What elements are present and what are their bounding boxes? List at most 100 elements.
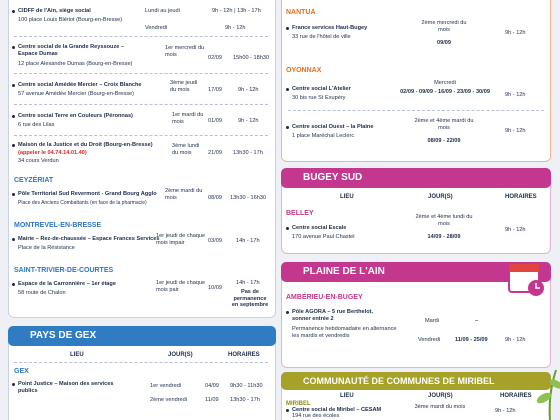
section-header: PAYS DE GEX [8, 326, 276, 346]
address: 58 route de Chalon [18, 290, 66, 296]
section-header: BUGEY SUD [281, 168, 551, 188]
day: 2ème mercredi du mois [421, 20, 467, 33]
hours: 9h - 12h [495, 408, 516, 414]
date: 02/09 - 09/09 - 16/09 - 23/09 - 30/09 [400, 89, 490, 95]
hours: 9h - 12h [238, 118, 259, 124]
date: 11/09 [205, 397, 219, 403]
hours: 9h - 12h [505, 227, 526, 233]
day: 1er mardi du mois [172, 112, 204, 125]
section-title: MONTREVEL-EN-BRESSE [14, 222, 102, 229]
date: – [475, 318, 479, 324]
hours: 9h - 12h [238, 87, 259, 93]
separator [288, 110, 544, 111]
place: France services Haut-Bugey [285, 25, 368, 31]
place: CIDFF de l'Ain, siège social [12, 8, 91, 14]
column-header: HORAIRES [505, 194, 537, 200]
note: (appeler le 04.74.14.01.40) [18, 150, 87, 156]
hours: 14h - 17h [236, 238, 260, 244]
day: 2ème et 4ème lundi du mois [415, 214, 473, 227]
place: Mairie – Rez-de-chaussée – Espace France… [11, 236, 160, 242]
day: 3ème mardi du mois [414, 404, 466, 410]
address: 100 place Louis Blériot (Bourg-en-Bresse… [18, 17, 123, 23]
hours: 13h30 - 16h30 [230, 195, 267, 201]
section-title: NANTUA [286, 9, 316, 16]
place: Centre social Amédée Mercier – Croix Bla… [12, 82, 142, 88]
hours: 9h - 12h [505, 337, 526, 343]
address: 6 rue des Lilas [18, 122, 55, 128]
date: 14/09 - 28/09 [427, 234, 461, 240]
separator [14, 362, 268, 363]
date: 10/09 [208, 285, 222, 291]
day: 2ème et 4ème mardi du mois [414, 118, 474, 131]
hours: 9h - 12h [505, 128, 526, 134]
hours: 14h - 17h [236, 280, 260, 286]
date: 03/09 [208, 238, 222, 244]
day: 2ème vendredi [150, 397, 188, 403]
section-title: MIRIBEL [286, 401, 311, 407]
hours: 15h00 - 18h30 [233, 55, 270, 61]
address: 194 rue des écoles [292, 413, 340, 419]
hours: 9h30 - 11h30 [230, 383, 263, 389]
section-title: SAINT-TRIVIER-DE-COURTES [14, 267, 114, 274]
place: Maison de la Justice et du Droit (Bourg-… [12, 142, 153, 148]
place: Centre social Ouest – la Plaine [285, 124, 374, 130]
column-header: LIEU [70, 352, 84, 358]
date: 01/09 [208, 118, 222, 124]
card [281, 0, 551, 162]
section-title: CEYZÉRIAT [14, 177, 54, 184]
address: 34 cours Verdun [18, 158, 59, 164]
day: Mercredi [434, 80, 456, 86]
plant-decoration [536, 369, 560, 420]
day: 1er jeudi de chaque mois pair [156, 280, 206, 293]
hours: 9h - 12h [505, 92, 526, 98]
note: Pas de permanence en septembre [231, 289, 269, 308]
date: 17/09 [208, 87, 222, 93]
place: Pôle Territorial Sud Revermont - Grand B… [12, 191, 157, 197]
card [8, 0, 276, 318]
place: Centre social L'Atelier [286, 86, 351, 92]
section-title: GEX [14, 368, 29, 375]
day: 1er mercredi du mois [165, 45, 205, 58]
day: Vendredi [145, 25, 168, 31]
address: 170 avenue Paul Chastel [292, 234, 355, 240]
place: Espace de la Carronnière – 1er étage [12, 281, 116, 287]
section-title: OYONNAX [286, 67, 322, 74]
day: 3ème lundi du mois [172, 143, 200, 156]
column-header: JOUR(S) [168, 352, 193, 358]
day: 3ème jeudi du mois [170, 80, 198, 93]
address: 1 place Maréchal Leclerc [292, 133, 355, 139]
column-header: LIEU [340, 393, 354, 399]
day: Vendredi [418, 337, 441, 343]
date: 08/09 [208, 195, 222, 201]
place: Pôle AGORA – 5 rue Berthelot, sonner ent… [286, 309, 392, 322]
column-header: HORAIRES [228, 352, 260, 358]
separator [14, 36, 268, 37]
place: Centre social Escale [285, 225, 347, 231]
day: 1er vendredi [150, 383, 182, 389]
section-title: AMBÉRIEU-EN-BUGEY [286, 294, 363, 301]
date: 02/09 [208, 55, 222, 61]
column-header: JOUR(S) [428, 393, 453, 399]
section-header: PLAINE DE L'AIN [281, 262, 551, 282]
address: Place des Anciens Combattants (en face d… [18, 200, 147, 206]
hours: 9h - 12h [505, 30, 526, 36]
address: 33 rue de l'hôtel de ville [292, 34, 351, 40]
address: 57 avenue Amédée Mercier (Bourg-en-Bress… [18, 91, 134, 97]
place: Centre social de la Grande Reyssouze – E… [12, 44, 133, 57]
section-header: COMMUNAUTÉ DE COMMUNES DE MIRIBEL [281, 372, 551, 390]
day: 2ème mardi du mois [165, 188, 203, 201]
note: Permanence hebdomadaire en alternance le… [292, 326, 397, 339]
column-header: JOUR(S) [428, 194, 453, 200]
column-header: HORAIRES [500, 393, 532, 399]
address: 30 bis rue St Exupéry [292, 95, 346, 101]
date: 08/09 - 22/09 [427, 138, 461, 144]
day: Lundi au jeudi [145, 8, 180, 14]
date: 11/09 - 25/09 [455, 337, 488, 343]
day: Mardi [425, 318, 439, 324]
separator [14, 73, 268, 74]
day: 1er jeudi de chaque mois impair [156, 233, 206, 246]
hours: 13h30 - 17h [230, 397, 260, 403]
hours: 13h30 - 17h [233, 150, 263, 156]
section-title: BELLEY [286, 210, 314, 217]
